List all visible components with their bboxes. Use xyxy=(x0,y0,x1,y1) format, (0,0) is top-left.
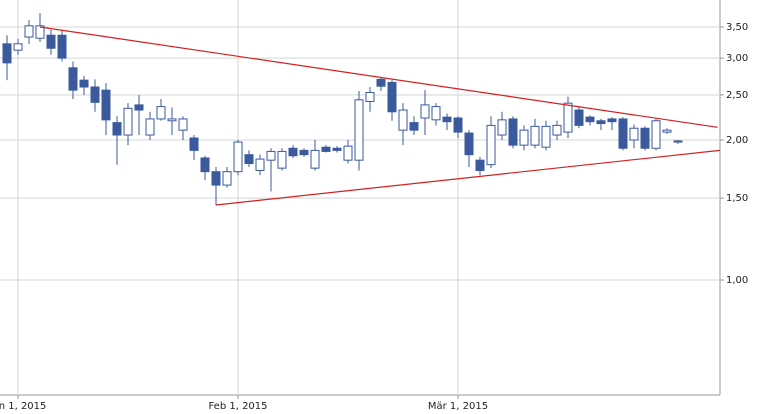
candle-body xyxy=(222,171,232,186)
candle-body xyxy=(629,127,639,141)
candle-body xyxy=(673,140,683,143)
candle-body xyxy=(365,92,375,103)
candle-body xyxy=(420,104,430,119)
trendline xyxy=(39,26,718,128)
candle-body xyxy=(552,124,562,136)
candle-body xyxy=(244,154,254,165)
candle-body xyxy=(35,25,45,39)
x-tick-label: Jan 1, 2015 xyxy=(0,401,46,412)
candle-body xyxy=(442,116,452,123)
candle-body xyxy=(332,147,342,151)
candle-body xyxy=(2,43,12,64)
candle-body xyxy=(618,118,628,149)
candle-body xyxy=(398,109,408,131)
candle-body xyxy=(409,122,419,131)
candle-body xyxy=(662,129,672,133)
candle-body xyxy=(68,67,78,91)
candle-body xyxy=(13,43,23,51)
y-tick-label: 3,50 xyxy=(726,22,748,33)
candle-body xyxy=(354,99,364,161)
x-tick-label: Mär 1, 2015 xyxy=(428,401,488,412)
candle-body xyxy=(233,141,243,173)
candle-body xyxy=(79,79,89,88)
candle-body xyxy=(277,150,287,169)
candle-body xyxy=(46,34,56,49)
trendline xyxy=(215,149,720,206)
candle-body xyxy=(156,106,166,120)
candle-body xyxy=(508,118,518,146)
candle-body xyxy=(167,118,177,122)
candle-body xyxy=(585,116,595,123)
candle-body xyxy=(134,104,144,111)
plot-area xyxy=(0,0,720,395)
candle-body xyxy=(288,147,298,157)
candle-body xyxy=(475,159,485,171)
candle-body xyxy=(640,127,650,149)
candle-body xyxy=(497,119,507,136)
candle-body xyxy=(101,89,111,121)
candle-body xyxy=(24,25,34,38)
y-tick-label: 1,00 xyxy=(726,275,748,286)
candle-body xyxy=(112,122,122,136)
candle-body xyxy=(178,118,188,131)
candle-body xyxy=(266,150,276,161)
candle-body xyxy=(596,120,606,125)
candle-body xyxy=(90,86,100,103)
candle-body xyxy=(255,158,265,171)
y-tick-label: 2,50 xyxy=(726,90,748,101)
candle-body xyxy=(189,137,199,151)
candle-body xyxy=(464,132,474,156)
candle-body xyxy=(574,109,584,126)
candle-body xyxy=(57,34,67,59)
candle-body xyxy=(211,171,221,186)
y-tick-label: 2,00 xyxy=(726,135,748,146)
candle-body xyxy=(145,118,155,136)
candle-body xyxy=(343,145,353,161)
candle-body xyxy=(123,107,133,136)
y-tick-label: 1,50 xyxy=(726,193,748,204)
candle-body xyxy=(563,102,573,133)
candle-body xyxy=(519,129,529,146)
candle-body xyxy=(486,124,496,166)
candle-body xyxy=(651,120,661,149)
candle-body xyxy=(541,125,551,148)
candle-body xyxy=(387,81,397,113)
candle-body xyxy=(453,117,463,133)
candle-body xyxy=(431,106,441,121)
candle-body xyxy=(200,157,210,173)
x-tick-label: Feb 1, 2015 xyxy=(208,401,267,412)
candle-body xyxy=(530,125,540,146)
candle-body xyxy=(607,118,617,123)
candle-body xyxy=(321,146,331,152)
y-tick-label: 3,00 xyxy=(726,53,748,64)
candle-body xyxy=(376,78,386,87)
candle-body xyxy=(299,149,309,156)
candle-body xyxy=(310,149,320,169)
